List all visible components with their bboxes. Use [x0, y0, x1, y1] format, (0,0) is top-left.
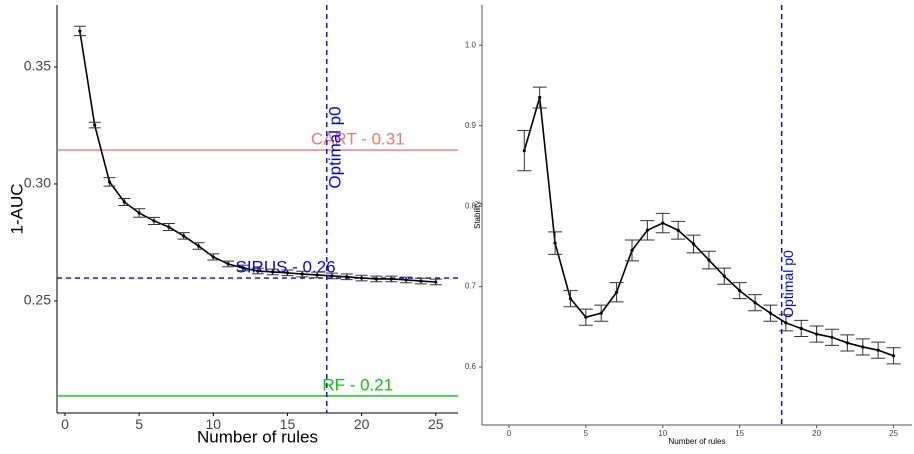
data-point — [769, 312, 772, 315]
data-point — [877, 349, 880, 352]
data-point — [815, 332, 818, 335]
reference-label: Optimal p0 — [780, 250, 796, 318]
x-axis-title: Number of rules — [197, 427, 318, 446]
data-point — [152, 219, 155, 222]
data-point — [93, 123, 96, 126]
data-point — [892, 354, 895, 357]
data-point — [345, 275, 348, 278]
data-point — [538, 96, 541, 99]
data-point — [615, 291, 618, 294]
data-point — [78, 29, 81, 32]
reference-label: SIRUS - 0.26 — [235, 257, 335, 276]
data-point — [784, 321, 787, 324]
x-tick-label: 15 — [735, 429, 744, 438]
data-point — [360, 276, 363, 279]
data-point — [108, 180, 111, 183]
data-point — [661, 221, 664, 224]
x-tick-label: 20 — [812, 429, 821, 438]
data-point — [630, 249, 633, 252]
data-point — [800, 327, 803, 330]
data-point — [753, 301, 756, 304]
data-point — [212, 255, 215, 258]
data-point — [390, 277, 393, 280]
y-tick-label: 0.7 — [465, 282, 477, 291]
data-point — [419, 279, 422, 282]
data-point — [738, 289, 741, 292]
data-point — [707, 258, 710, 261]
data-point — [241, 266, 244, 269]
data-point — [182, 234, 185, 237]
y-tick-label: 0.30 — [24, 175, 51, 191]
data-point — [600, 312, 603, 315]
data-point — [301, 272, 304, 275]
data-point — [375, 277, 378, 280]
x-tick-label: 5 — [584, 429, 589, 438]
y-tick-label: 0.25 — [24, 292, 51, 308]
data-point — [584, 316, 587, 319]
data-point — [723, 275, 726, 278]
data-point — [123, 200, 126, 203]
data-point — [434, 280, 437, 283]
x-tick-label: 25 — [889, 429, 898, 438]
data-point — [256, 269, 259, 272]
data-point — [677, 229, 680, 232]
reference-label: RF - 0.21 — [322, 375, 393, 394]
y-tick-label: 0.6 — [465, 362, 477, 371]
data-point — [553, 242, 556, 245]
y-tick-label: 0.35 — [24, 58, 51, 74]
data-point — [138, 211, 141, 214]
data-line — [524, 98, 893, 356]
data-point — [846, 341, 849, 344]
data-point — [330, 274, 333, 277]
data-point — [523, 149, 526, 152]
x-tick-label: 10 — [658, 429, 667, 438]
x-tick-label: 0 — [61, 416, 69, 432]
data-point — [692, 242, 695, 245]
y-axis-title: 1-AUC — [7, 183, 26, 234]
x-tick-label: 0 — [507, 429, 512, 438]
y-tick-label: 1.0 — [465, 40, 477, 49]
data-line — [80, 31, 436, 282]
x-tick-label: 5 — [135, 416, 143, 432]
data-point — [646, 229, 649, 232]
x-tick-label: 20 — [354, 416, 370, 432]
data-point — [830, 336, 833, 339]
data-point — [271, 270, 274, 273]
data-point — [404, 278, 407, 281]
reference-label: Optimal p0 — [326, 106, 345, 188]
x-tick-label: 25 — [428, 416, 444, 432]
data-point — [861, 345, 864, 348]
data-point — [167, 225, 170, 228]
y-tick-label: 0.9 — [465, 121, 477, 130]
data-point — [197, 244, 200, 247]
data-point — [569, 297, 572, 300]
y-axis-title: Stability — [473, 201, 482, 229]
data-point — [227, 262, 230, 265]
data-point — [286, 271, 289, 274]
x-axis-title: Number of rules — [669, 437, 726, 446]
data-point — [316, 273, 319, 276]
